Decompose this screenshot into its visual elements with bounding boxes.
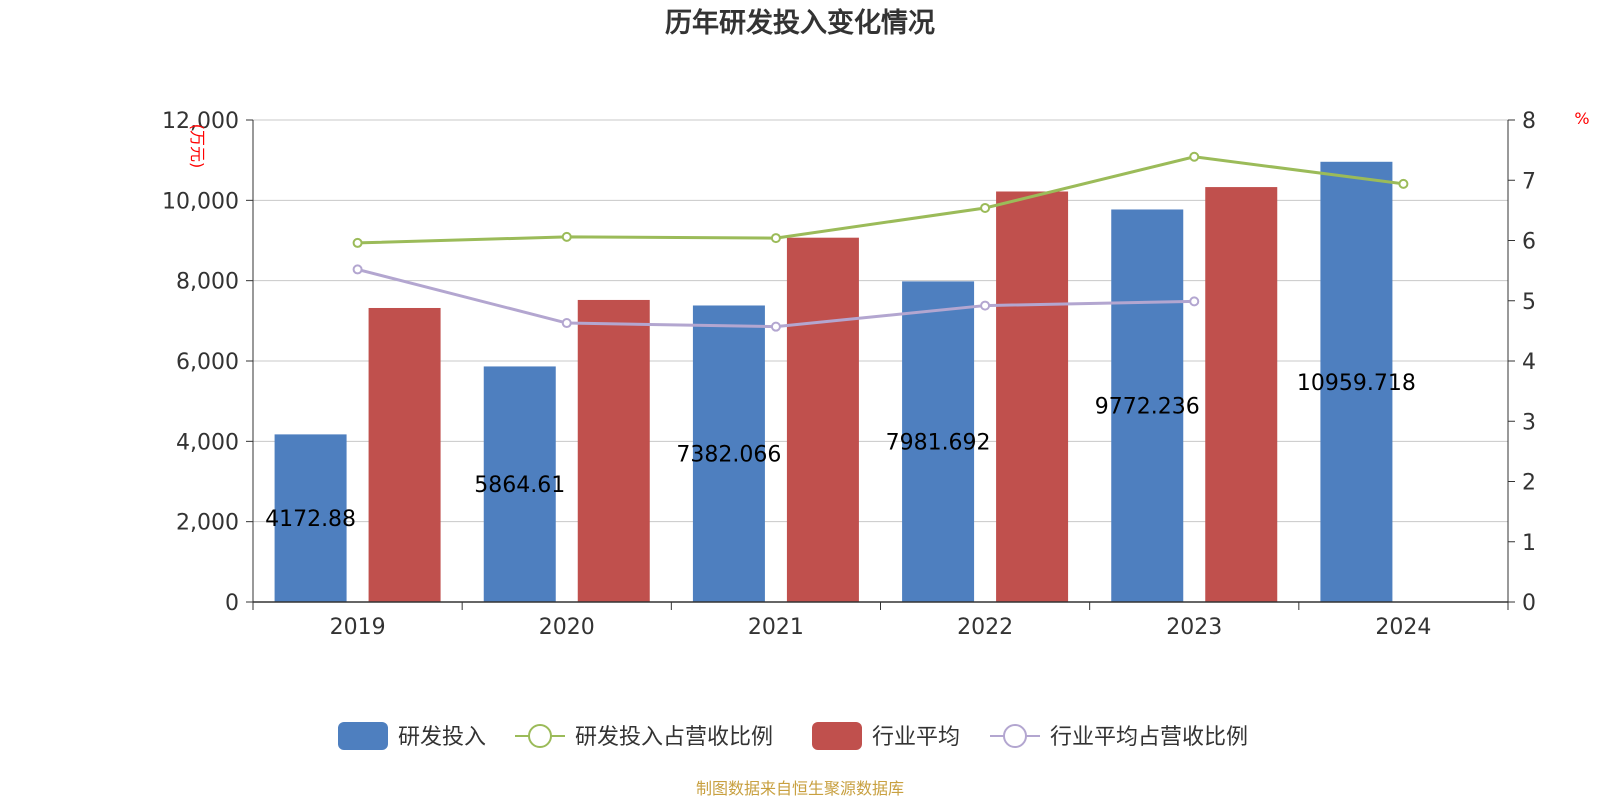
bar-industry-average: [1205, 187, 1278, 602]
y-right-tick-label: 4: [1522, 350, 1536, 375]
y-left-tick-label: 4,000: [176, 430, 239, 455]
x-tick-label: 2019: [330, 615, 386, 640]
legend-swatch: [812, 722, 862, 750]
y-right-tick-label: 3: [1522, 410, 1536, 435]
bar-rd-investment: [692, 305, 765, 602]
y-left-unit: (万元): [188, 124, 207, 169]
bar-industry-average: [996, 191, 1069, 602]
y-left-tick-label: 0: [225, 591, 239, 616]
y-right-tick-label: 8: [1522, 109, 1536, 134]
legend-item[interactable]: 研发投入占营收比例: [515, 724, 773, 750]
x-tick-label: 2021: [748, 615, 804, 640]
gridlines: [253, 119, 1508, 523]
bar-industry-average: [786, 237, 859, 602]
bar-industry-average: [577, 299, 650, 602]
y-left-tick-label: 2,000: [176, 511, 239, 536]
point-industry-ratio: [770, 321, 781, 332]
legend-swatch-marker: [528, 724, 552, 748]
legend-label: 研发投入: [398, 725, 486, 750]
y-left-tick-label: 12,000: [162, 109, 239, 134]
bars: [274, 161, 1393, 602]
point-rd-ratio: [1398, 178, 1409, 189]
y-right-tick-label: 7: [1522, 169, 1536, 194]
point-industry-ratio: [1189, 296, 1200, 307]
bar-rd-investment: [902, 281, 975, 602]
point-rd-ratio: [561, 231, 572, 242]
chart-title: 历年研发投入变化情况: [665, 7, 935, 39]
bar-rd-investment: [1111, 209, 1184, 602]
data-labels: 4172.88 5864.61 7382.066 7981.692 9772.236 10…: [265, 371, 1416, 532]
point-industry-ratio: [980, 300, 991, 311]
point-rd-ratio: [352, 237, 363, 248]
x-tick-label: 2022: [957, 615, 1013, 640]
y-right-tick-label: 6: [1522, 230, 1536, 255]
legend-swatch: [338, 722, 388, 750]
legend[interactable]: 研发投入 研发投入占营收比例 行业平均 行业平均占营收比例: [338, 722, 1248, 750]
y-right-tick-label: 0: [1522, 591, 1536, 616]
data-label: 5864.61: [474, 473, 565, 498]
y-left-tick-label: 10,000: [162, 189, 239, 214]
line-industry-ratio: [357, 267, 1195, 329]
legend-item[interactable]: 行业平均占营收比例: [990, 724, 1248, 750]
legend-label: 行业平均: [872, 725, 960, 750]
legend-swatch-marker: [1003, 724, 1027, 748]
legend-label: 行业平均占营收比例: [1050, 725, 1248, 750]
bar-industry-average: [368, 307, 441, 602]
point-industry-ratio: [561, 318, 572, 329]
y-right-tick-label: 2: [1522, 471, 1536, 496]
axes: 0 2,000 4,000 6,000 8,000 10,000 12,000 0 1 2 3 4 5 6…: [162, 109, 1536, 640]
y-left-tick-label: 6,000: [176, 350, 239, 375]
point-rd-ratio: [1189, 151, 1200, 162]
bar-rd-investment: [274, 434, 347, 602]
legend-label: 研发投入占营收比例: [575, 725, 773, 750]
legend-item[interactable]: 行业平均: [812, 722, 960, 750]
source-note: 制图数据来自恒生聚源数据库: [696, 779, 904, 798]
y-right-tick-label: 5: [1522, 290, 1536, 315]
x-tick-label: 2023: [1166, 615, 1222, 640]
lines: [352, 151, 1409, 332]
x-tick-label: 2024: [1375, 615, 1431, 640]
data-label: 4172.88: [265, 507, 356, 532]
bar-rd-investment: [483, 366, 556, 602]
y-right-unit: %: [1574, 109, 1589, 128]
data-label: 7382.066: [676, 443, 781, 468]
bar-rd-investment: [1320, 161, 1393, 602]
y-left-tick-label: 8,000: [176, 270, 239, 295]
point-industry-ratio: [352, 264, 363, 275]
legend-item[interactable]: 研发投入: [338, 722, 486, 750]
data-label: 10959.718: [1297, 371, 1416, 396]
data-label: 9772.236: [1095, 395, 1200, 420]
point-rd-ratio: [980, 202, 991, 213]
y-right-tick-label: 1: [1522, 531, 1536, 556]
point-rd-ratio: [770, 233, 781, 244]
x-tick-label: 2020: [539, 615, 595, 640]
data-label: 7981.692: [886, 431, 991, 456]
line-rd-ratio: [357, 155, 1404, 245]
